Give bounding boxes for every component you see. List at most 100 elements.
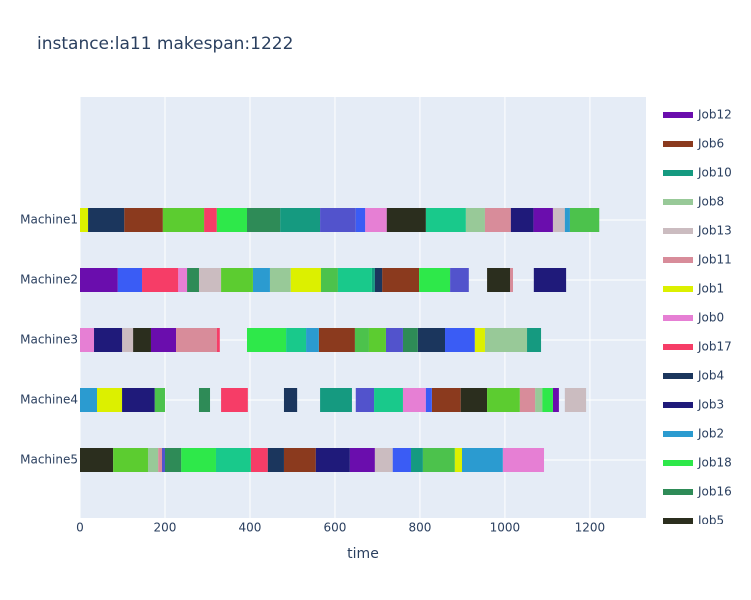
task-bar — [204, 208, 217, 232]
legend-label[interactable]: Job11 — [697, 253, 732, 267]
task-bar — [374, 268, 383, 292]
task-bar — [283, 388, 298, 412]
task-bar — [142, 268, 179, 292]
task-bar — [162, 448, 165, 472]
y-tick-label: Machine1 — [20, 213, 78, 227]
task-bar — [465, 208, 485, 232]
legend-label[interactable]: Job17 — [697, 340, 732, 354]
task-bar — [382, 268, 420, 292]
legend-label[interactable]: Job5 — [697, 514, 724, 528]
task-bar — [355, 388, 375, 412]
task-bar — [283, 448, 316, 472]
task-bar — [519, 388, 536, 412]
legend-label[interactable]: Job18 — [697, 456, 732, 470]
task-bar — [267, 448, 284, 472]
legend-label[interactable]: Job8 — [697, 195, 724, 209]
task-bar — [221, 268, 253, 292]
task-bar — [216, 208, 247, 232]
legend-label[interactable]: Job1 — [697, 282, 724, 296]
task-bar — [80, 328, 95, 352]
y-tick-label: Machine4 — [20, 393, 78, 407]
task-bar — [365, 208, 387, 232]
legend-label[interactable]: Job6 — [697, 137, 724, 151]
x-axis-title: time — [347, 546, 379, 562]
task-bar — [425, 208, 466, 232]
task-bar — [425, 388, 432, 412]
task-bar — [216, 328, 220, 352]
task-bar — [88, 208, 125, 232]
legend-label[interactable]: Job13 — [697, 224, 732, 238]
task-bar — [269, 268, 291, 292]
task-bar — [422, 448, 455, 472]
plot-area — [80, 97, 646, 518]
task-bar — [510, 208, 534, 232]
task-bar — [306, 328, 319, 352]
task-bar — [94, 328, 123, 352]
task-bar — [417, 328, 446, 352]
task-bar — [484, 328, 528, 352]
task-bar — [198, 268, 222, 292]
task-bar — [535, 388, 543, 412]
task-bar — [178, 268, 188, 292]
task-bar — [445, 328, 475, 352]
task-bar — [80, 268, 118, 292]
task-bar — [221, 388, 248, 412]
legend-label[interactable]: Job0 — [697, 311, 724, 325]
legend-label[interactable]: Job7 — [697, 543, 724, 557]
task-bar — [355, 208, 366, 232]
task-bar — [337, 268, 372, 292]
task-bar — [371, 268, 375, 292]
task-bar — [315, 448, 350, 472]
task-bar — [80, 388, 97, 412]
task-bar — [450, 268, 469, 292]
task-bar — [569, 208, 600, 232]
task-bar — [462, 448, 503, 472]
task-bar — [150, 328, 177, 352]
task-bar — [286, 328, 307, 352]
task-bar — [96, 388, 123, 412]
task-bar — [215, 448, 251, 472]
y-tick-label: Machine5 — [20, 453, 78, 467]
legend-label[interactable]: Job10 — [697, 166, 732, 180]
task-bar — [158, 448, 163, 472]
legend-label[interactable]: Job2 — [697, 427, 724, 441]
task-bar — [374, 388, 403, 412]
x-tick-label: 400 — [239, 521, 262, 535]
task-bar — [552, 388, 559, 412]
task-bar — [198, 388, 211, 412]
legend-label[interactable]: Job4 — [697, 369, 724, 383]
x-tick-label: 1000 — [490, 521, 521, 535]
x-tick-label: 0 — [76, 521, 84, 535]
task-bar — [320, 268, 338, 292]
task-bar — [318, 328, 355, 352]
legend-label[interactable]: Job3 — [697, 398, 724, 412]
legend-label[interactable]: Job9 — [697, 572, 724, 586]
task-bar — [154, 388, 165, 412]
task-bar — [484, 208, 511, 232]
legend-label[interactable]: Job16 — [697, 485, 732, 499]
task-bar — [162, 208, 205, 232]
legend-label[interactable]: Job12 — [697, 108, 732, 122]
task-bar — [385, 328, 403, 352]
task-bar — [117, 268, 143, 292]
task-bar — [431, 388, 461, 412]
task-bar — [290, 268, 321, 292]
task-bar — [552, 208, 565, 232]
task-bar — [454, 448, 463, 472]
task-bar — [147, 448, 159, 472]
task-bar — [533, 208, 553, 232]
task-bar — [487, 268, 511, 292]
task-bar — [474, 328, 485, 352]
task-bar — [80, 448, 114, 472]
y-tick-label: Machine3 — [20, 333, 78, 347]
task-bar — [402, 388, 426, 412]
task-bar — [542, 388, 553, 412]
task-bar — [564, 388, 587, 412]
task-bar — [187, 268, 199, 292]
task-bar — [133, 328, 151, 352]
task-bar — [176, 328, 217, 352]
task-bar — [113, 448, 148, 472]
task-bar — [124, 208, 163, 232]
task-bar — [411, 448, 423, 472]
